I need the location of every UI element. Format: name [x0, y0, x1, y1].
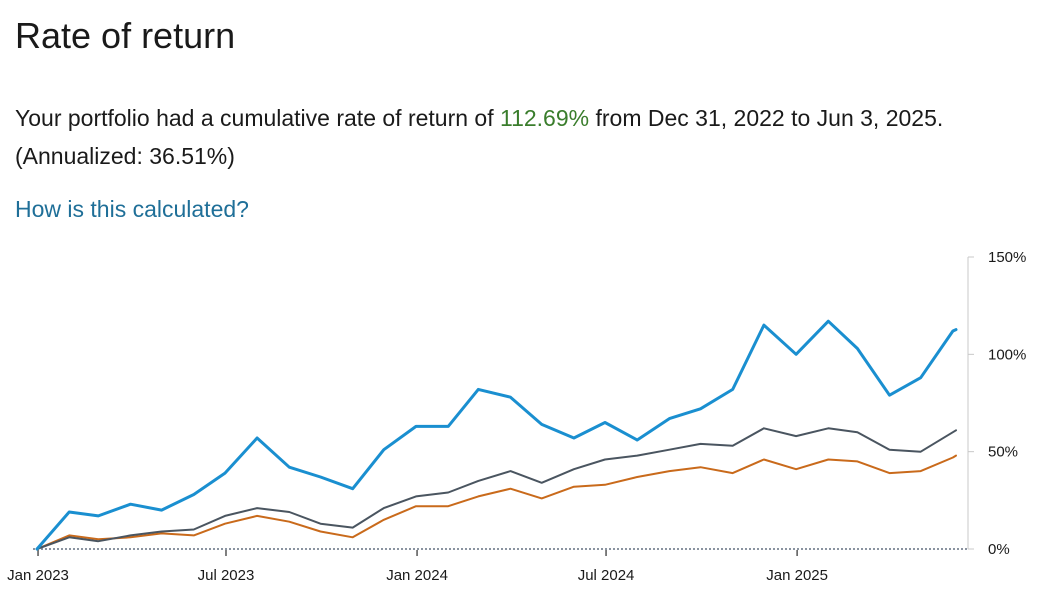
rate-of-return-chart: 0% 50% 100% 150% Jan 2023 Jul 2023 Jan 2024 Jul…: [7, 249, 1026, 584]
x-tick-label: Jan 2023: [7, 567, 69, 584]
summary-prefix: Your portfolio had a cumulative rate of …: [15, 105, 500, 131]
x-tick-label: Jan 2024: [386, 567, 448, 584]
x-tick-label: Jan 2025: [766, 567, 828, 584]
x-tick-label: Jul 2023: [198, 567, 255, 584]
series-line-2: [36, 427, 957, 550]
y-tick-label: 0%: [988, 541, 1010, 558]
summary-mid: from Dec 31, 2022 to Jun 3, 2025. (Annua…: [15, 105, 944, 169]
y-tick-label: 50%: [988, 444, 1018, 461]
series-line-3: [36, 454, 957, 550]
summary-suffix: ): [227, 143, 235, 169]
page-title: Rate of return: [15, 15, 236, 56]
x-tick-label: Jul 2024: [578, 567, 635, 584]
how-calculated-link[interactable]: How is this calculated?: [15, 196, 249, 222]
annualized-return-value: 36.51%: [149, 143, 228, 169]
return-summary: Your portfolio had a cumulative rate of …: [15, 99, 1045, 175]
y-tick-label: 150%: [988, 249, 1026, 266]
cumulative-return-value: 112.69%: [500, 105, 590, 131]
series-line-1: [35, 319, 958, 551]
y-tick-label: 100%: [988, 346, 1026, 363]
